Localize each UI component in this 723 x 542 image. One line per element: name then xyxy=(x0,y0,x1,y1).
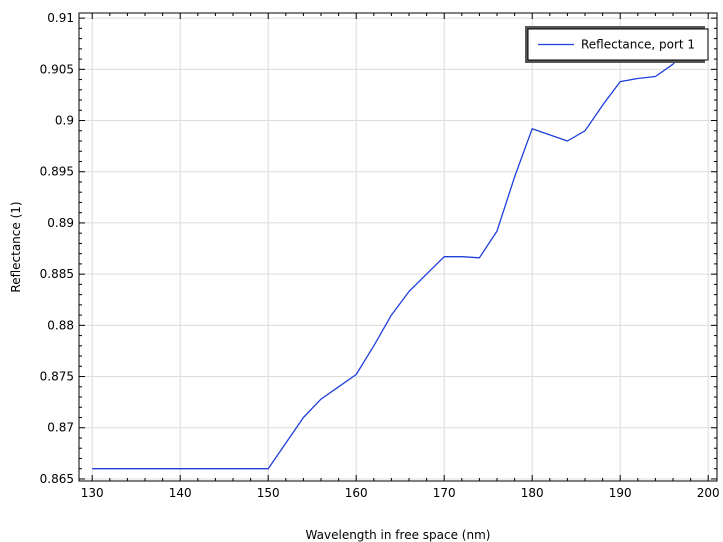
y-tick-label: 0.895 xyxy=(40,165,74,179)
x-axis-title: Wavelength in free space (nm) xyxy=(306,528,491,542)
x-tick-label: 150 xyxy=(257,486,280,500)
y-axis-title: Reflectance (1) xyxy=(9,201,23,292)
legend: Reflectance, port 1 xyxy=(525,26,709,63)
series-layer xyxy=(92,27,709,470)
y-tick-label: 0.885 xyxy=(40,267,74,281)
series-line xyxy=(92,27,709,470)
y-tick-label: 0.9 xyxy=(55,114,74,128)
y-tick-label: 0.91 xyxy=(47,11,74,25)
x-tick-label: 160 xyxy=(345,486,368,500)
x-tick-label: 180 xyxy=(521,486,544,500)
y-tick-label: 0.905 xyxy=(40,62,74,76)
x-tick-label: 190 xyxy=(609,486,632,500)
y-tick-label: 0.875 xyxy=(40,370,74,384)
x-tick-label: 170 xyxy=(433,486,456,500)
x-tick-label: 140 xyxy=(169,486,192,500)
x-tick-label: 200 xyxy=(697,486,720,500)
y-tick-label: 0.88 xyxy=(47,318,74,332)
grid xyxy=(79,13,717,481)
y-tick-label: 0.865 xyxy=(40,472,74,486)
legend-label: Reflectance, port 1 xyxy=(581,38,695,52)
x-tick-label: 130 xyxy=(81,486,104,500)
y-tick-label: 0.89 xyxy=(47,216,74,230)
y-tick-label: 0.87 xyxy=(47,421,74,435)
axis-ticks: 130 140 150 160 170 180 190 200 0.865 0.87 0.875 0.… xyxy=(40,11,720,500)
plot-frame xyxy=(78,12,718,482)
